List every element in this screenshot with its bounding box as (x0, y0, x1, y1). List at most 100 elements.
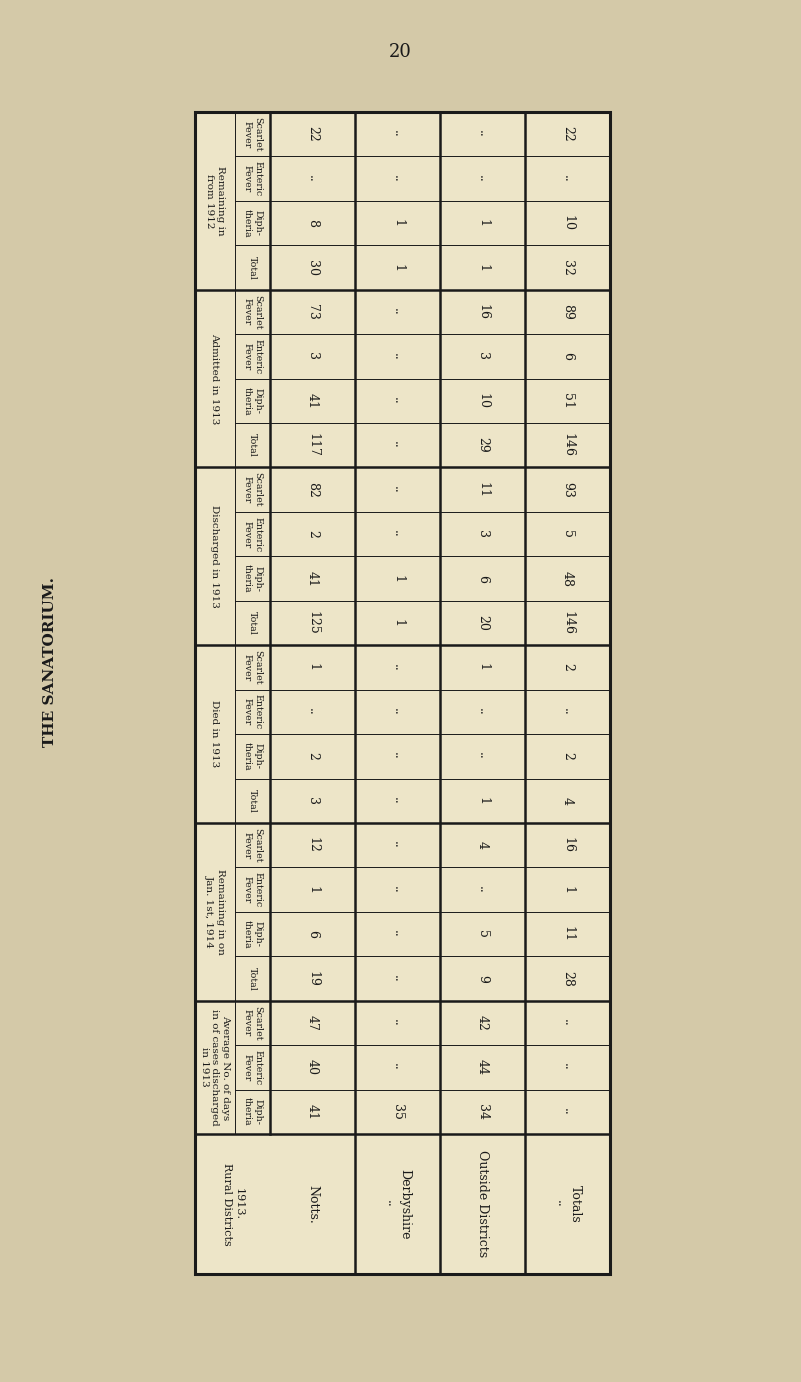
Text: ..: .. (561, 1108, 574, 1115)
Text: 28: 28 (561, 970, 574, 987)
Text: 93: 93 (561, 482, 574, 498)
Text: Total: Total (248, 789, 257, 813)
Text: ..: .. (391, 797, 404, 804)
Text: Diph-
theria: Diph- theria (243, 387, 262, 415)
Text: Scarlet
Fever: Scarlet Fever (243, 473, 262, 507)
Text: THE SANATORIUM.: THE SANATORIUM. (43, 578, 57, 748)
Text: Diph-
theria: Diph- theria (243, 1097, 262, 1126)
Text: Enteric
Fever: Enteric Fever (243, 1050, 262, 1085)
Text: Total: Total (248, 256, 257, 279)
Text: 1: 1 (391, 575, 404, 583)
Text: Total: Total (248, 966, 257, 991)
Text: Enteric
Fever: Enteric Fever (243, 162, 262, 196)
Text: 51: 51 (561, 392, 574, 409)
Text: Scarlet
Fever: Scarlet Fever (243, 650, 262, 684)
Text: 1: 1 (391, 619, 404, 627)
Text: ..: .. (391, 1064, 404, 1071)
Text: 3: 3 (306, 352, 319, 361)
Text: ..: .. (561, 1019, 574, 1027)
Text: ..: .. (391, 486, 404, 493)
Text: ..: .. (306, 708, 319, 716)
Text: 19: 19 (306, 970, 319, 987)
Text: 1: 1 (391, 220, 404, 227)
Text: Enteric
Fever: Enteric Fever (243, 872, 262, 907)
Text: 42: 42 (476, 1014, 489, 1031)
Text: Diph-
theria: Diph- theria (243, 742, 262, 771)
Text: Notts.: Notts. (306, 1184, 319, 1223)
Text: 29: 29 (476, 437, 489, 453)
Text: 1: 1 (306, 663, 319, 672)
Text: 20: 20 (388, 43, 412, 61)
Text: Total: Total (248, 434, 257, 457)
Text: 1913.
Rural Districts: 1913. Rural Districts (222, 1162, 244, 1245)
Text: 48: 48 (561, 571, 574, 586)
Text: ..: .. (391, 130, 404, 138)
Text: ..: .. (476, 752, 489, 760)
Text: Average No. of days
in of cases discharged
in 1913: Average No. of days in of cases discharg… (200, 1009, 230, 1126)
Text: 1: 1 (561, 886, 574, 894)
Text: 73: 73 (306, 304, 319, 319)
Text: 82: 82 (306, 482, 319, 498)
Text: 4: 4 (561, 797, 574, 804)
Text: Total: Total (248, 611, 257, 634)
Text: Scarlet
Fever: Scarlet Fever (243, 294, 262, 329)
Text: Scarlet
Fever: Scarlet Fever (243, 1006, 262, 1041)
Text: ..: .. (391, 531, 404, 538)
Text: 40: 40 (306, 1060, 319, 1075)
Text: 3: 3 (306, 797, 319, 804)
Text: 16: 16 (561, 837, 574, 853)
Text: 2: 2 (561, 663, 574, 672)
Text: Enteric
Fever: Enteric Fever (243, 339, 262, 375)
Text: ..: .. (561, 1064, 574, 1071)
Text: ..: .. (391, 441, 404, 449)
Text: 146: 146 (561, 434, 574, 457)
Text: 1: 1 (391, 264, 404, 271)
Text: ..: .. (391, 352, 404, 361)
Text: 10: 10 (476, 392, 489, 409)
Text: 6: 6 (306, 930, 319, 938)
Text: 4: 4 (476, 842, 489, 849)
Text: 16: 16 (476, 304, 489, 321)
Text: Scarlet
Fever: Scarlet Fever (243, 117, 262, 152)
Text: 1: 1 (476, 264, 489, 271)
Text: 89: 89 (561, 304, 574, 319)
Text: ..: .. (391, 930, 404, 938)
Text: 11: 11 (476, 482, 489, 498)
Text: ..: .. (476, 130, 489, 138)
Text: 1: 1 (306, 886, 319, 894)
Text: 10: 10 (561, 216, 574, 231)
Text: ..: .. (306, 174, 319, 182)
Text: 2: 2 (561, 752, 574, 760)
Text: ..: .. (476, 708, 489, 716)
Text: Diph-
theria: Diph- theria (243, 564, 262, 593)
Text: 3: 3 (476, 352, 489, 361)
Text: Enteric
Fever: Enteric Fever (243, 517, 262, 551)
Text: ..: .. (391, 663, 404, 672)
Text: 6: 6 (561, 352, 574, 361)
Text: 12: 12 (306, 837, 319, 853)
Text: 3: 3 (476, 531, 489, 538)
Text: ..: .. (391, 842, 404, 849)
Text: 6: 6 (476, 575, 489, 583)
Text: 5: 5 (561, 531, 574, 538)
Text: ..: .. (391, 1019, 404, 1027)
Text: 5: 5 (476, 930, 489, 938)
Text: 9: 9 (476, 974, 489, 983)
Text: Scarlet
Fever: Scarlet Fever (243, 828, 262, 862)
Text: ..: .. (476, 886, 489, 894)
Text: 125: 125 (306, 611, 319, 634)
Text: 1: 1 (476, 797, 489, 804)
Text: 32: 32 (561, 260, 574, 275)
Text: Admitted in 1913: Admitted in 1913 (211, 333, 219, 424)
Text: 117: 117 (306, 434, 319, 457)
Text: 34: 34 (476, 1104, 489, 1119)
Text: ..: .. (476, 174, 489, 182)
Text: 41: 41 (306, 392, 319, 409)
Bar (195, 112, 610, 1274)
Text: ..: .. (561, 174, 574, 182)
Text: 41: 41 (306, 571, 319, 586)
Text: ..: .. (391, 397, 404, 405)
Text: Diph-
theria: Diph- theria (243, 209, 262, 238)
Text: ..: .. (391, 708, 404, 716)
Text: Remaining in
from 1912: Remaining in from 1912 (205, 166, 225, 236)
